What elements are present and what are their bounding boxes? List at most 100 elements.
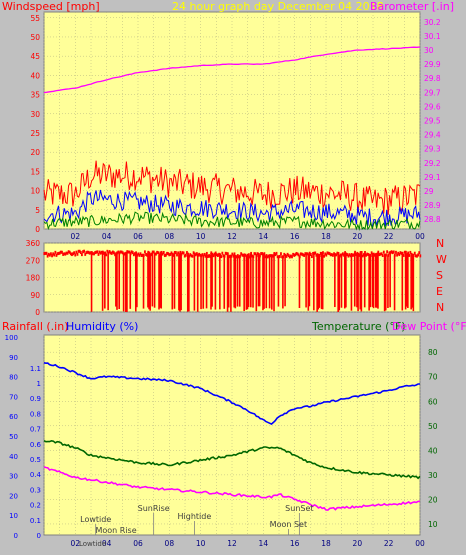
wind-tick-label: 55 <box>30 14 40 23</box>
wind-direction-point <box>334 253 337 257</box>
time-tick-label: 00 <box>415 539 425 548</box>
wind-direction-point <box>106 249 109 253</box>
wind-direction-point <box>98 250 101 254</box>
wind-direction-point <box>301 252 303 256</box>
temperature-tick-label: 40 <box>428 446 438 455</box>
wind-direction-point <box>111 250 114 254</box>
wind-direction-point <box>416 254 418 258</box>
wind-direction-point <box>222 254 225 258</box>
barometer-axis-ticks: 28.8 28.9 29 29.1 29.2 29.3 29.4 29.5 29.6 29.7 29… <box>424 18 441 224</box>
wind-direction-point <box>170 251 173 255</box>
wind-direction-point <box>189 253 192 257</box>
time-tick-label: 02 <box>71 232 81 241</box>
wind-direction-point <box>110 251 113 255</box>
temperature-tick-label: 20 <box>428 495 438 504</box>
wind-direction-point <box>48 253 51 257</box>
wind-direction-point <box>71 253 73 257</box>
wind-direction-point <box>346 253 349 257</box>
wind-direction-point <box>283 252 286 256</box>
wind-direction-point <box>105 253 108 257</box>
wind-direction-point <box>196 252 198 256</box>
wind-direction-point <box>63 252 66 256</box>
wind-direction-point <box>231 252 234 256</box>
wind-direction-point <box>244 253 247 257</box>
wind-direction-point <box>257 253 260 257</box>
humidity-tick-label: 20 <box>9 492 18 500</box>
wind-direction-point <box>53 253 56 257</box>
wind-direction-point <box>76 252 79 256</box>
wind-direction-point <box>165 253 167 257</box>
barometer-axis-label: Barometer [.in] <box>370 0 454 13</box>
wind-direction-point <box>144 250 146 254</box>
series-wind-barometer <box>43 46 421 231</box>
wind-direction-point <box>190 254 193 258</box>
wind-direction-point <box>251 254 254 258</box>
wind-direction-point <box>242 253 245 257</box>
rainfall-axis-ticks: 0 0.1 0.2 0.3 0.4 0.5 0.6 0.7 0.8 0.9 1 1.1 <box>30 365 42 540</box>
wind-direction-point <box>341 252 344 256</box>
barometer-tick-label: 29.4 <box>424 131 441 140</box>
rainfall-tick-label: 0.2 <box>30 502 41 510</box>
time-tick-label: 12 <box>227 232 237 241</box>
wind-direction-point <box>391 251 394 255</box>
chart-title: 24 hour graph day December 04 2018 <box>172 0 384 13</box>
rainfall-tick-label: 0.8 <box>30 410 41 418</box>
wind-direction-point <box>75 250 78 254</box>
compass-label: N <box>436 237 444 250</box>
wind-direction-point <box>99 251 102 255</box>
wind-direction-point <box>121 251 124 255</box>
astro-events: Lowtide Moon Rise SunRise Hightide SunSet Moo… <box>80 504 314 535</box>
wind-direction-point <box>85 251 88 255</box>
barometer-tick-label: 29.3 <box>424 145 441 154</box>
time-tick-label: 08 <box>165 539 175 548</box>
wind-direction-point <box>267 254 270 258</box>
wind-direction-point <box>131 251 134 255</box>
wind-direction-point <box>109 251 112 255</box>
wind-direction-point <box>46 254 49 258</box>
wind-tick-label: 35 <box>30 91 40 100</box>
rainfall-tick-label: 0 <box>37 532 41 540</box>
direction-axis-ticks: 0 90 180 270 360 <box>26 239 41 317</box>
wind-direction-point <box>175 251 177 255</box>
wind-direction-point <box>378 253 381 257</box>
wind-direction-point <box>81 253 83 257</box>
rainfall-tick-label: 0.1 <box>30 517 41 525</box>
dewpoint-axis-label: Dew Point (°F) <box>392 320 466 333</box>
dewpoint-line <box>43 466 421 511</box>
wind-direction-point <box>368 253 371 257</box>
wind-tick-label: 45 <box>30 52 40 61</box>
wind-direction-point <box>192 251 195 255</box>
wind-tick-label: 25 <box>30 129 40 138</box>
wind-direction-point <box>217 253 219 257</box>
barometer-tick-label: 30 <box>424 46 434 55</box>
wind-direction-point <box>62 252 64 256</box>
wind-direction-point <box>77 249 80 253</box>
wind-direction-point <box>83 249 86 253</box>
wind-direction-point <box>395 250 397 254</box>
direction-tick-label: 90 <box>30 291 40 300</box>
wind-direction-point <box>402 253 405 257</box>
wind-direction-point <box>315 253 318 257</box>
wind-direction-point <box>260 252 262 256</box>
wind-direction-point <box>45 251 48 255</box>
wind-direction-point <box>44 251 47 255</box>
wind-direction-point <box>418 251 421 255</box>
wind-direction-point <box>132 253 135 257</box>
wind-direction-point <box>88 251 91 255</box>
wind-direction-point <box>380 252 383 256</box>
windspeed-axis-label: Windspeed [mph] <box>2 0 100 13</box>
wind-direction-point <box>218 252 220 256</box>
wind-direction-point <box>145 252 147 256</box>
wind-direction-point <box>209 255 212 259</box>
wind-direction-point <box>330 253 333 257</box>
wind-direction-point <box>96 250 99 254</box>
wind-direction-point <box>169 252 172 256</box>
wind-direction-point <box>297 253 300 257</box>
wind-direction-point <box>68 250 71 254</box>
direction-tick-label: 360 <box>26 239 41 248</box>
wind-direction-point <box>269 254 271 258</box>
time-tick-label: 10 <box>196 539 206 548</box>
grid-temp <box>43 335 421 535</box>
wind-direction-point <box>138 253 141 257</box>
wind-direction-point <box>256 252 259 256</box>
